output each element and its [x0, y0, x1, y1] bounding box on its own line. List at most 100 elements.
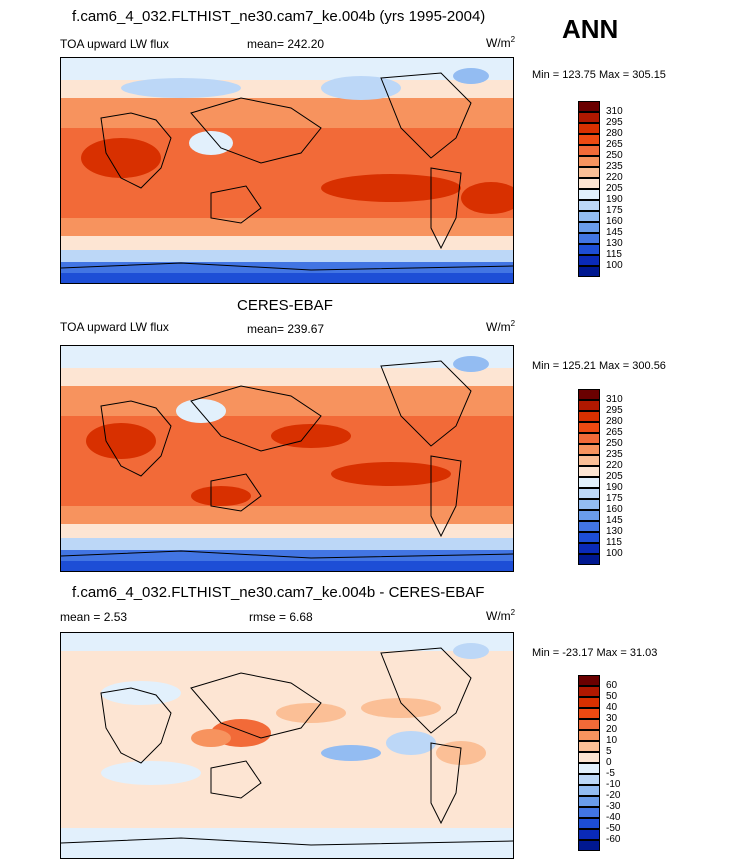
panel-1-units: W/m2	[486, 35, 516, 50]
panel-3-map-field	[61, 633, 513, 858]
panel-1-map-field	[61, 58, 513, 283]
colorbar-level-label: 250	[606, 438, 623, 449]
colorbar-level-label: 175	[606, 205, 623, 216]
colorbar-level-label: 265	[606, 427, 623, 438]
colorbar-swatch	[578, 433, 600, 444]
colorbar-swatch	[578, 266, 600, 277]
colorbar-level-label: 100	[606, 260, 623, 271]
colorbar-swatch	[578, 189, 600, 200]
panel-1-minmax: Min = 123.75 Max = 305.15	[532, 69, 666, 81]
panel-2-map-field	[61, 346, 513, 571]
colorbar-level-label: 310	[606, 394, 623, 405]
colorbar-level-label: 280	[606, 128, 623, 139]
colorbar-level-label: 130	[606, 526, 623, 537]
colorbar-swatch	[578, 255, 600, 266]
colorbar-level-label: 10	[606, 735, 618, 746]
colorbar-swatch	[578, 708, 600, 719]
colorbar-swatch	[578, 134, 600, 145]
colorbar-level-label: -50	[606, 823, 621, 834]
colorbar-level-label: 265	[606, 139, 623, 150]
colorbar-level-label: 205	[606, 471, 623, 482]
colorbar-swatch	[578, 499, 600, 510]
colorbar-swatch	[578, 796, 600, 807]
colorbar-swatch	[578, 807, 600, 818]
panel-1-mean-label: mean= 242.20	[247, 37, 325, 51]
colorbar-level-label: 190	[606, 194, 623, 205]
panel-2-map	[60, 345, 514, 572]
panel-3-title: f.cam6_4_032.FLTHIST_ne30.cam7_ke.004b -…	[72, 584, 485, 601]
colorbar-level-label: -60	[606, 834, 621, 845]
colorbar-level-label: 235	[606, 449, 623, 460]
panel-2-title: CERES-EBAF	[237, 297, 333, 314]
colorbar-level-label: -5	[606, 768, 615, 779]
colorbar-swatch	[578, 145, 600, 156]
colorbar-level-label: 5	[606, 746, 612, 757]
colorbar-level-label: 60	[606, 680, 618, 691]
colorbar-level-label: 145	[606, 227, 623, 238]
colorbar-level-label: 295	[606, 405, 623, 416]
colorbar-swatch	[578, 211, 600, 222]
colorbar-swatch	[578, 763, 600, 774]
colorbar-swatch	[578, 741, 600, 752]
colorbar-level-label: 130	[606, 238, 623, 249]
colorbar-swatch	[578, 730, 600, 741]
colorbar-swatch	[578, 719, 600, 730]
colorbar-level-label: 50	[606, 691, 618, 702]
colorbar-level-label: 295	[606, 117, 623, 128]
colorbar-swatch	[578, 178, 600, 189]
colorbar-swatch	[578, 167, 600, 178]
colorbar-swatch	[578, 697, 600, 708]
panel-3-map	[60, 632, 514, 859]
colorbar-swatch	[578, 156, 600, 167]
colorbar-level-label: -10	[606, 779, 621, 790]
colorbar-level-label: 175	[606, 493, 623, 504]
panel-1-variable-label: TOA upward LW flux	[60, 37, 169, 51]
colorbar-level-label: 100	[606, 548, 623, 559]
colorbar-swatch	[578, 785, 600, 796]
colorbar-swatch	[578, 444, 600, 455]
colorbar-swatch	[578, 123, 600, 134]
colorbar-swatch	[578, 222, 600, 233]
colorbar-swatch	[578, 101, 600, 112]
panel-2-minmax: Min = 125.21 Max = 300.56	[532, 360, 666, 372]
panel-2-variable-label: TOA upward LW flux	[60, 320, 169, 334]
panel-2-mean-label: mean= 239.67	[247, 322, 325, 336]
colorbar-swatch	[578, 840, 600, 851]
colorbar-swatch	[578, 466, 600, 477]
colorbar-swatch	[578, 400, 600, 411]
panel-2-units: W/m2	[486, 319, 516, 334]
colorbar-level-label: 160	[606, 504, 623, 515]
colorbar-swatch	[578, 818, 600, 829]
colorbar-level-label: 310	[606, 106, 623, 117]
colorbar-swatch	[578, 200, 600, 211]
colorbar-swatch	[578, 411, 600, 422]
panel-1-title: f.cam6_4_032.FLTHIST_ne30.cam7_ke.004b (…	[72, 8, 486, 25]
colorbar-level-label: 205	[606, 183, 623, 194]
colorbar-level-label: 160	[606, 216, 623, 227]
colorbar-level-label: 115	[606, 249, 622, 260]
panel-3-minmax: Min = -23.17 Max = 31.03	[532, 647, 658, 659]
colorbar-level-label: -40	[606, 812, 621, 823]
colorbar-swatch	[578, 455, 600, 466]
colorbar-swatch	[578, 543, 600, 554]
colorbar-level-label: 220	[606, 172, 623, 183]
colorbar-swatch	[578, 829, 600, 840]
colorbar-swatch	[578, 521, 600, 532]
colorbar-level-label: 0	[606, 757, 612, 768]
colorbar-swatch	[578, 389, 600, 400]
colorbar-level-label: -20	[606, 790, 621, 801]
colorbar-swatch	[578, 774, 600, 785]
colorbar-level-label: 30	[606, 713, 618, 724]
colorbar-level-label: 115	[606, 537, 622, 548]
colorbar-level-label: 40	[606, 702, 618, 713]
colorbar-swatch	[578, 488, 600, 499]
colorbar-swatch	[578, 112, 600, 123]
panel-3-units: W/m2	[486, 608, 516, 623]
colorbar-level-label: 20	[606, 724, 618, 735]
colorbar-level-label: 145	[606, 515, 623, 526]
colorbar-swatch	[578, 510, 600, 521]
colorbar-swatch	[578, 422, 600, 433]
colorbar-level-label: 250	[606, 150, 623, 161]
colorbar-swatch	[578, 675, 600, 686]
panel-1-map	[60, 57, 514, 284]
